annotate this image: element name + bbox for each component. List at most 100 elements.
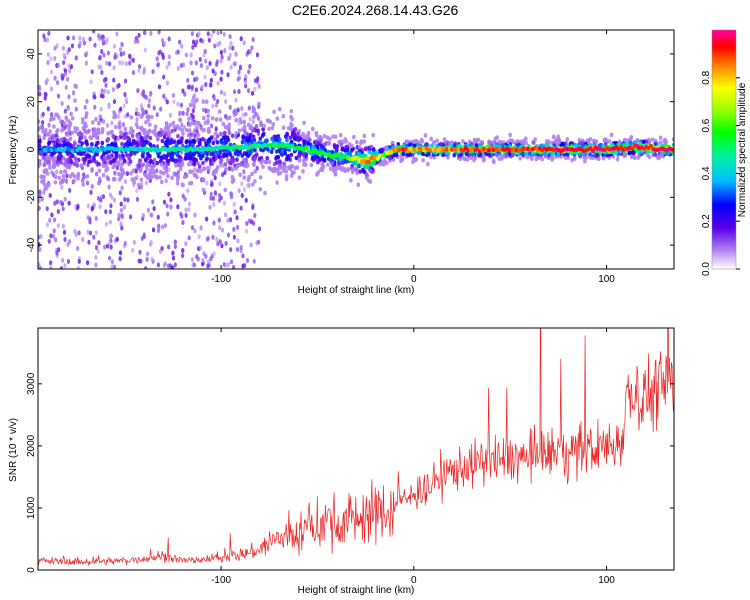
spectrogram-band-cell (172, 124, 177, 130)
spectrogram-ridge-cell (89, 146, 94, 151)
spectrogram-noise-cell (168, 263, 172, 269)
spectrogram-noise-cell (56, 63, 60, 69)
spectrogram-noise-cell (248, 64, 252, 70)
spectrogram-band-cell (65, 132, 69, 137)
spectrogram-noise-cell (244, 197, 248, 203)
spectrogram-band-cell (143, 172, 147, 177)
spectrogram-noise-cell (107, 255, 112, 261)
spectrogram-band-cell (583, 144, 588, 149)
spectrogram-noise-cell (100, 34, 104, 40)
spectrogram-noise-cell (212, 96, 217, 102)
spectrogram-band-cell (330, 149, 335, 155)
spectrogram-noise-cell (151, 199, 155, 205)
spectrogram-noise-cell (235, 215, 239, 221)
spectrogram-band-cell (120, 168, 125, 173)
spectrogram-noise-cell (97, 64, 101, 70)
spectrogram-band-cell (500, 156, 504, 161)
spectrogram-band-cell (321, 145, 325, 150)
spectrogram-band-cell (42, 162, 47, 168)
spectrogram-noise-cell (191, 39, 196, 45)
spectrogram-band-cell (53, 174, 58, 179)
spectrogram-ridge-cell (648, 143, 653, 149)
spectrogram-band-cell (187, 128, 192, 133)
spectrogram-band-cell (80, 178, 85, 183)
spectrogram-band-cell (277, 159, 282, 164)
spectrogram-noise-cell (118, 47, 123, 53)
spectrogram-band-cell (238, 172, 242, 177)
spectrogram-band-cell (204, 99, 209, 104)
spectrogram-band-cell (284, 169, 289, 174)
snr-x-tick-label: -100 (211, 575, 231, 586)
spectrogram-band-cell (622, 143, 626, 148)
spectrogram-band-cell (614, 149, 619, 155)
spectrogram-band-cell (301, 158, 306, 163)
spectrogram-band-cell (51, 155, 56, 161)
spectrogram-noise-cell (144, 180, 148, 186)
spectrogram-noise-cell (228, 104, 232, 110)
spectrogram-band-cell (219, 140, 224, 145)
spectrogram-band-cell (73, 129, 78, 134)
spectrogram-ridge-cell (375, 156, 380, 161)
spectrogram-band-cell (464, 152, 469, 157)
spectrogram-band-cell (171, 157, 176, 163)
spectrogram-noise-cell (181, 193, 185, 199)
spectrogram-noise-cell (67, 200, 71, 206)
spectrogram-noise-cell (176, 204, 180, 210)
spectrogram-band-cell (76, 131, 81, 137)
spectrogram-noise-cell (215, 62, 219, 68)
spectrogram-band-cell (160, 179, 164, 185)
spectrogram-band-cell (133, 176, 138, 181)
spectrogram-noise-cell (209, 82, 213, 88)
spectrogram-noise-cell (113, 54, 117, 60)
spectrogram-noise-cell (218, 181, 222, 187)
spectrogram-band-cell (260, 133, 265, 138)
spectrogram-band-cell (340, 146, 345, 151)
spectrogram-band-cell (221, 135, 226, 141)
spectrogram-noise-cell (130, 133, 135, 139)
spectrogram-noise-cell (237, 89, 241, 95)
spectrogram-y-tick-label: -40 (26, 237, 37, 252)
spectrogram-noise-cell (69, 64, 74, 70)
spectrogram-band-cell (231, 159, 235, 164)
spectrogram-noise-cell (92, 30, 96, 34)
spectrogram-noise-cell (55, 169, 59, 175)
spectrogram-noise-cell (120, 41, 124, 47)
spectrogram-noise-cell (49, 86, 54, 92)
spectrogram-noise-cell (135, 196, 140, 202)
spectrogram-band-cell (248, 132, 253, 137)
spectrogram-noise-cell (49, 260, 53, 266)
spectrogram-band-cell (275, 116, 280, 121)
spectrogram-noise-cell (232, 264, 236, 269)
spectrogram-noise-cell (184, 207, 188, 213)
spectrogram-band-cell (52, 164, 57, 169)
spectrogram-band-cell (297, 158, 302, 163)
spectrogram-noise-cell (190, 257, 194, 263)
spectrogram-noise-cell (183, 91, 187, 97)
spectrogram-band-cell (94, 133, 98, 138)
spectrogram-noise-cell (104, 221, 109, 227)
spectrogram-band-cell (214, 117, 219, 122)
spectrogram-noise-cell (168, 112, 173, 118)
spectrogram-band-cell (204, 141, 208, 147)
spectrogram-band-cell (457, 143, 462, 149)
spectrogram-band-cell (96, 161, 101, 167)
spectrogram-noise-cell (166, 244, 171, 250)
spectrogram-noise-cell (81, 237, 85, 243)
spectrogram-noise-cell (118, 256, 122, 262)
spectrogram-noise-cell (55, 199, 59, 205)
spectrogram-band-cell (572, 156, 577, 162)
spectrogram-noise-cell (142, 69, 146, 75)
spectrogram-noise-cell (213, 43, 217, 49)
spectrogram-noise-cell (93, 42, 97, 48)
spectrogram-band-cell (188, 140, 193, 145)
spectrogram-noise-cell (119, 106, 123, 112)
spectrogram-noise-cell (52, 228, 56, 234)
spectrogram-noise-cell (76, 265, 80, 269)
spectrogram-noise-cell (232, 226, 236, 232)
spectrogram-noise-cell (181, 253, 185, 259)
spectrogram-noise-cell (231, 45, 235, 51)
spectrogram-band-cell (210, 116, 215, 121)
spectrogram-noise-cell (229, 247, 233, 253)
spectrogram-noise-cell (115, 165, 119, 171)
spectrogram-band-cell (141, 162, 145, 168)
